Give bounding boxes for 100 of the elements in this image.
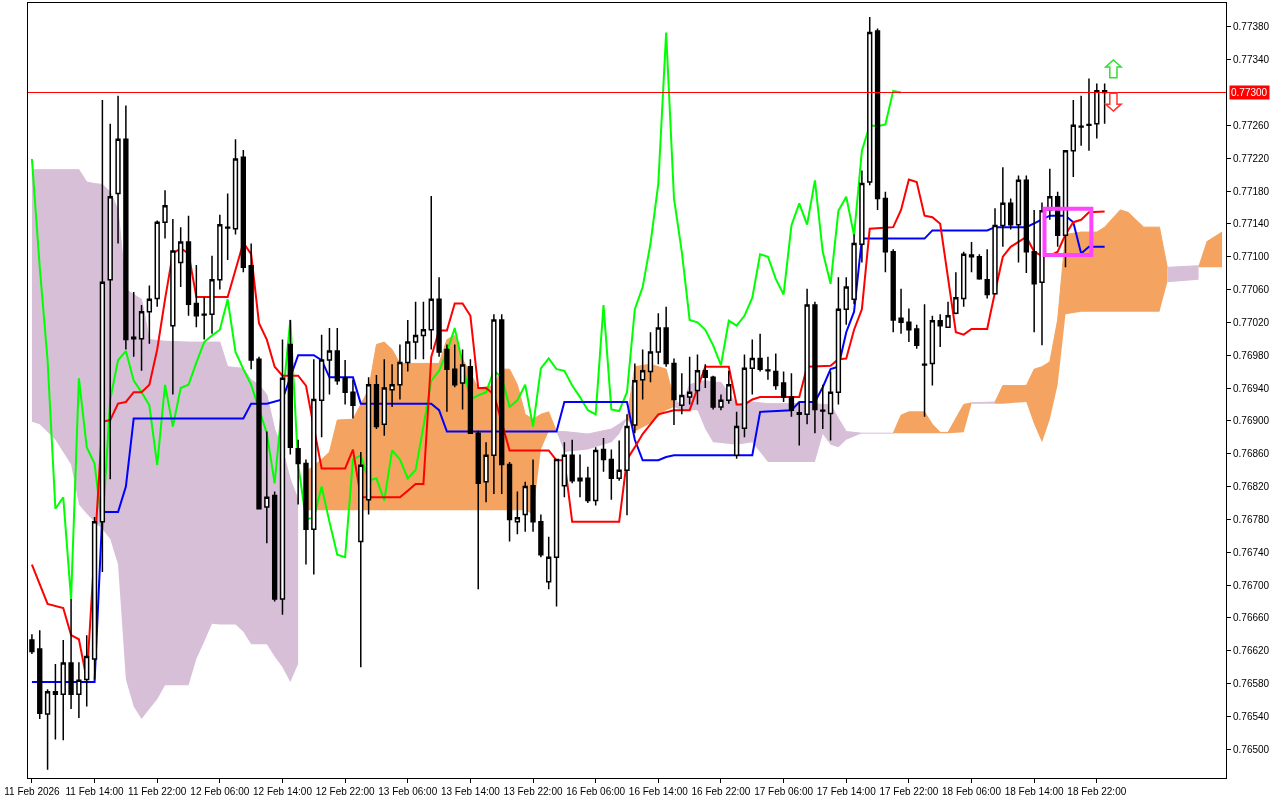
candlestick — [984, 248, 990, 300]
candlestick — [890, 248, 896, 333]
y-tick-label: 0.76500 — [1233, 743, 1270, 755]
candlestick — [593, 446, 599, 507]
candlestick — [1031, 209, 1037, 333]
y-tick-label: 0.76940 — [1233, 382, 1270, 394]
candlestick — [365, 376, 372, 516]
y-tick-label: 0.77380 — [1233, 21, 1270, 33]
candlestick — [444, 343, 450, 413]
candlestick — [52, 663, 59, 741]
candlestick — [514, 490, 521, 535]
candlestick — [961, 251, 967, 308]
candlestick — [820, 384, 826, 430]
candlestick — [976, 253, 983, 281]
candlestick — [225, 192, 231, 261]
candlestick — [686, 356, 693, 406]
candlestick — [569, 439, 575, 485]
candlestick — [264, 430, 270, 544]
y-tick-label: 0.76780 — [1233, 513, 1270, 525]
y-tick-label: 0.76580 — [1233, 678, 1270, 690]
candlestick — [1078, 95, 1084, 147]
candlestick — [639, 348, 646, 401]
candlestick — [99, 99, 106, 573]
candlestick — [1015, 174, 1022, 264]
candlestick — [1023, 174, 1029, 274]
candlestick — [209, 255, 215, 335]
candlestick — [491, 313, 497, 495]
candlestick — [1101, 82, 1108, 125]
candlestick — [718, 393, 724, 411]
y-tick-label: 0.77220 — [1233, 152, 1270, 164]
x-tick-label: 18 Feb 14:00 — [1004, 786, 1065, 797]
candlestick — [804, 287, 810, 425]
candlestick — [851, 233, 857, 306]
candlestick — [154, 219, 160, 308]
candlestick — [60, 639, 66, 741]
y-tick-label: 0.76700 — [1233, 579, 1270, 591]
candlestick — [788, 372, 795, 418]
candlestick — [483, 441, 489, 503]
candlestick — [679, 372, 685, 416]
candlestick — [115, 95, 121, 245]
candlestick — [279, 338, 286, 616]
x-tick-label: 11 Feb 14:00 — [65, 786, 125, 797]
candlestick — [37, 629, 43, 720]
ref-line-label: 0.77300 — [1231, 87, 1268, 98]
candlestick — [1094, 82, 1100, 140]
candlestick — [232, 138, 239, 236]
candlestick — [647, 331, 654, 384]
y-tick-label: 0.76900 — [1233, 415, 1270, 427]
y-tick-label: 0.76860 — [1233, 448, 1270, 460]
x-tick-label: 13 Feb 14:00 — [440, 786, 501, 797]
candlestick — [1062, 149, 1069, 269]
candlestick — [342, 359, 348, 406]
candlestick — [726, 370, 732, 405]
candlestick — [358, 451, 364, 668]
candlestick — [632, 362, 638, 434]
x-tick-label: 16 Feb 06:00 — [566, 786, 626, 797]
candlestick — [812, 301, 818, 434]
candlestick — [381, 358, 387, 437]
y-tick-label: 0.77340 — [1233, 54, 1270, 66]
x-tick-label: 18 Feb 06:00 — [942, 786, 1002, 797]
candlestick — [953, 271, 959, 315]
candlestick — [271, 490, 278, 603]
candlestick — [420, 301, 427, 361]
candlestick — [499, 313, 505, 495]
candlestick — [436, 276, 442, 358]
candlestick — [616, 439, 622, 482]
candlestick — [757, 333, 763, 373]
candlestick — [733, 411, 740, 460]
candlestick — [44, 688, 51, 771]
candlestick — [76, 661, 82, 719]
candlestick — [91, 516, 98, 681]
candlestick — [671, 357, 677, 426]
candlestick — [538, 513, 544, 558]
candlestick — [1047, 168, 1053, 221]
candlestick — [937, 313, 943, 348]
y-tick-label: 0.76980 — [1233, 349, 1270, 361]
candlestick — [914, 324, 920, 350]
candlestick — [240, 149, 246, 274]
candlestick — [162, 189, 168, 240]
candlestick — [585, 466, 591, 504]
candlestick — [663, 306, 669, 368]
candlestick — [412, 301, 419, 361]
candlestick — [553, 457, 560, 608]
x-tick-label: 11 Feb 2026 — [4, 786, 61, 797]
x-tick-label: 16 Feb 14:00 — [628, 786, 689, 797]
candlestick — [561, 441, 568, 498]
candlestick — [1070, 99, 1076, 178]
candlestick — [303, 458, 309, 566]
candlestick — [874, 27, 881, 211]
candlestick — [882, 191, 889, 274]
candlestick — [1008, 197, 1014, 231]
candlestick — [178, 226, 184, 288]
candlestick — [859, 169, 865, 264]
y-tick-label: 0.77100 — [1233, 251, 1270, 263]
candlestick — [287, 319, 293, 456]
x-tick-label: 16 Feb 22:00 — [691, 786, 751, 797]
candlestick — [780, 370, 787, 403]
candlestick — [608, 448, 615, 501]
candlestick — [702, 363, 708, 389]
candlestick — [311, 358, 317, 576]
